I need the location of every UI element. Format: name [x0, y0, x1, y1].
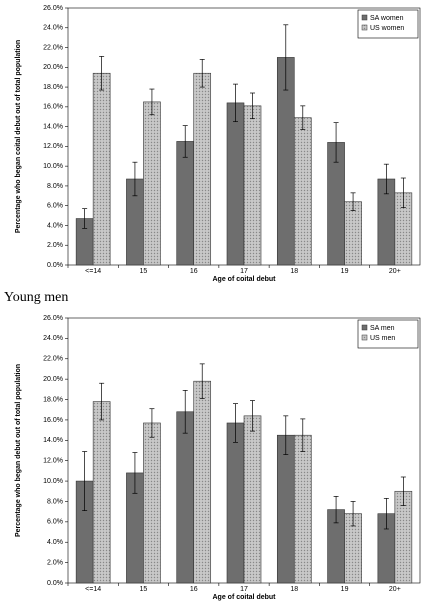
bar — [276, 434, 295, 584]
y-tick-label: 8.0% — [47, 183, 63, 190]
x-axis-label: Age of coital debut — [213, 594, 277, 601]
bar — [243, 105, 262, 266]
legend-label: SA men — [370, 325, 395, 332]
y-tick-label: 14.0% — [43, 123, 63, 130]
bar — [193, 380, 212, 584]
bar — [193, 72, 212, 266]
legend-swatch — [361, 324, 368, 331]
y-tick-label: 6.0% — [47, 203, 63, 210]
legend-box — [357, 9, 419, 39]
x-tick-label: 20+ — [389, 586, 401, 593]
y-tick-label: 10.0% — [43, 478, 63, 485]
bar — [143, 101, 161, 266]
x-tick-label: 18 — [290, 268, 298, 275]
y-tick-label: 20.0% — [43, 64, 63, 71]
y-tick-label: 12.0% — [43, 143, 63, 150]
y-tick-label: 4.0% — [47, 539, 63, 546]
bar — [293, 117, 312, 266]
legend-box — [357, 319, 419, 349]
x-tick-label: 17 — [240, 268, 248, 275]
x-tick-label: <=14 — [85, 268, 101, 275]
y-tick-label: 26.0% — [43, 315, 63, 322]
bar — [92, 401, 111, 584]
y-tick-label: 18.0% — [43, 84, 63, 91]
x-tick-label: 18 — [290, 586, 298, 593]
x-tick-label: 15 — [140, 268, 148, 275]
y-axis-label: Percentage who began debut out of total … — [15, 364, 22, 537]
x-tick-label: <=14 — [85, 586, 101, 593]
y-tick-label: 14.0% — [43, 437, 63, 444]
y-tick-label: 26.0% — [43, 5, 63, 12]
y-tick-label: 12.0% — [43, 458, 63, 465]
bar — [143, 422, 161, 584]
legend-swatch — [361, 24, 368, 31]
x-tick-label: 19 — [341, 268, 349, 275]
y-tick-label: 22.0% — [43, 44, 63, 51]
y-tick-label: 0.0% — [47, 262, 63, 269]
y-tick-label: 16.0% — [43, 417, 63, 424]
y-tick-label: 24.0% — [43, 335, 63, 342]
y-tick-label: 8.0% — [47, 498, 63, 505]
y-tick-label: 2.0% — [47, 559, 63, 566]
y-tick-label: 10.0% — [43, 163, 63, 170]
y-tick-label: 2.0% — [47, 242, 63, 249]
bar — [226, 422, 245, 584]
x-tick-label: 17 — [240, 586, 248, 593]
legend-label: US women — [370, 25, 404, 32]
y-tick-label: 18.0% — [43, 396, 63, 403]
bar — [176, 411, 195, 584]
y-tick-label: 20.0% — [43, 376, 63, 383]
bar — [92, 72, 111, 266]
legend-label: US men — [370, 335, 395, 342]
x-tick-label: 15 — [140, 586, 148, 593]
legend-swatch — [361, 334, 368, 341]
bar — [226, 102, 245, 266]
y-axis-label: Percentage who began coital debut out of… — [15, 40, 22, 233]
chart-title: Young men — [4, 290, 68, 305]
y-tick-label: 22.0% — [43, 356, 63, 363]
x-axis-label: Age of coital debut — [213, 276, 277, 283]
x-tick-label: 16 — [190, 586, 198, 593]
y-tick-label: 4.0% — [47, 222, 63, 229]
y-tick-label: 24.0% — [43, 25, 63, 32]
bar — [243, 415, 262, 584]
legend-swatch — [361, 14, 368, 21]
y-tick-label: 0.0% — [47, 580, 63, 587]
x-tick-label: 20+ — [389, 268, 401, 275]
legend-label: SA women — [370, 15, 404, 22]
y-tick-label: 6.0% — [47, 519, 63, 526]
bar — [293, 434, 312, 584]
y-tick-label: 16.0% — [43, 104, 63, 111]
x-tick-label: 16 — [190, 268, 198, 275]
bar — [344, 201, 362, 266]
bar — [176, 141, 195, 266]
x-tick-label: 19 — [341, 586, 349, 593]
